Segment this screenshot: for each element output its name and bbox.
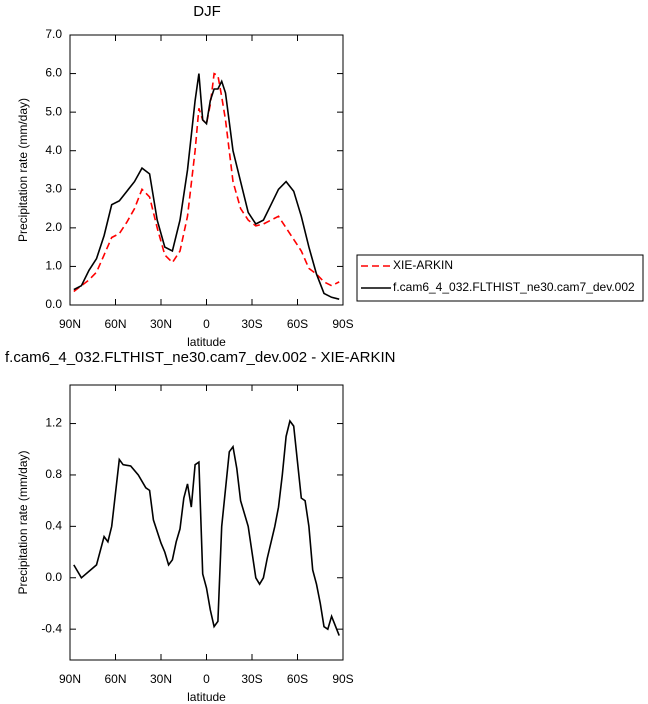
x-tick-label: 30S [241, 672, 262, 686]
legend: XIE-ARKIN f.cam6_4_032.FLTHIST_ne30.cam7_… [356, 254, 644, 302]
data-line [73, 73, 340, 300]
x-tick-label: 60S [287, 672, 308, 686]
y-tick-label: 4.0 [45, 143, 62, 157]
x-tick-label: 90S [332, 672, 353, 686]
x-tick-label: 30N [150, 317, 172, 331]
x-axis-label: latitude [187, 690, 226, 704]
plot-frame [69, 384, 344, 661]
x-tick-label: 90S [332, 317, 353, 331]
y-tick-label: 0.0 [45, 297, 62, 311]
y-tick-label: 0.0 [45, 570, 62, 584]
x-tick-label: 90N [59, 317, 81, 331]
y-tick-label: 0.8 [45, 467, 62, 481]
x-tick-label: 60S [287, 317, 308, 331]
y-tick-label: 7.0 [45, 27, 62, 41]
x-tick-label: 0 [203, 317, 210, 331]
legend-label: f.cam6_4_032.FLTHIST_ne30.cam7_dev.002 [393, 280, 635, 294]
x-tick-label: 60N [104, 317, 126, 331]
y-tick-label: 5.0 [45, 104, 62, 118]
x-tick-label: 90N [59, 672, 81, 686]
y-tick-label: 1.2 [45, 416, 62, 430]
legend-box [356, 254, 644, 302]
y-axis-label: Precipitation rate (mm/day) [16, 450, 30, 594]
chart-title: f.cam6_4_032.FLTHIST_ne30.cam7_dev.002 -… [5, 349, 395, 366]
y-axis-label: Precipitation rate (mm/day) [16, 98, 30, 242]
x-tick-label: 30S [241, 317, 262, 331]
data-line [73, 72, 340, 293]
plot-frame [69, 34, 344, 306]
legend-label: XIE-ARKIN [393, 258, 453, 272]
y-tick-label: -0.4 [41, 621, 62, 635]
x-tick-label: 30N [150, 672, 172, 686]
y-tick-label: 3.0 [45, 181, 62, 195]
data-line [73, 419, 340, 636]
chart-title: DJF [193, 3, 221, 20]
y-tick-label: 2.0 [45, 220, 62, 234]
x-tick-label: 60N [104, 672, 126, 686]
x-tick-label: 0 [203, 672, 210, 686]
y-tick-label: 0.4 [45, 519, 62, 533]
x-axis-label: latitude [187, 335, 226, 349]
y-tick-label: 6.0 [45, 66, 62, 80]
y-tick-label: 1.0 [45, 259, 62, 273]
